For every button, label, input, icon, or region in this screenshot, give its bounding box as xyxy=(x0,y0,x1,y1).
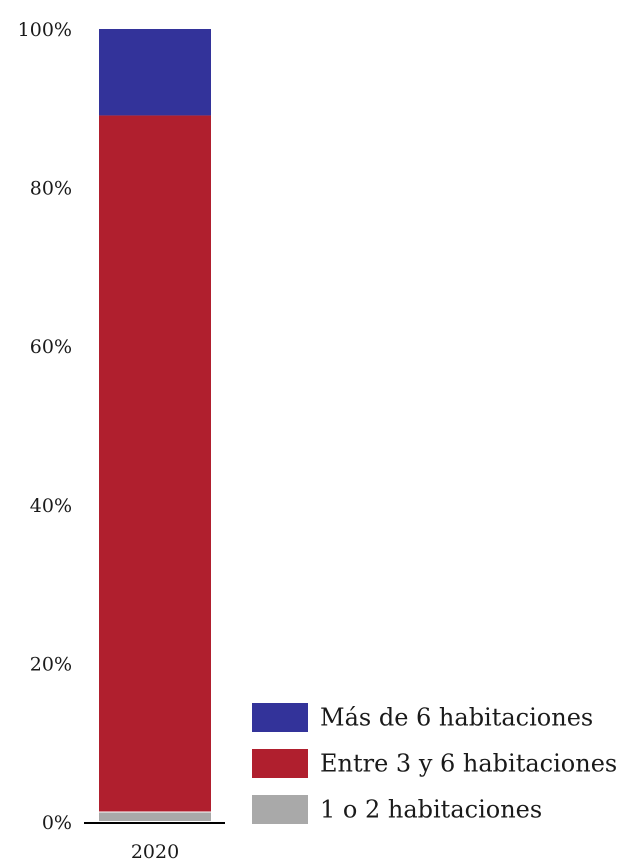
y-tick-label: 80% xyxy=(30,178,72,200)
legend: Más de 6 habitaciones Entre 3 y 6 habitac… xyxy=(252,703,617,824)
legend-label: 1 o 2 habitaciones xyxy=(320,796,542,824)
bar-segment xyxy=(99,115,211,812)
legend-label: Más de 6 habitaciones xyxy=(320,704,593,732)
legend-label: Entre 3 y 6 habitaciones xyxy=(320,750,617,778)
x-axis-labels: 2020 xyxy=(131,841,179,860)
x-tick-label: 2020 xyxy=(131,841,179,860)
bars xyxy=(99,29,211,821)
y-tick-label: 40% xyxy=(30,495,72,517)
y-tick-label: 0% xyxy=(42,812,72,834)
y-tick-label: 100% xyxy=(18,19,72,41)
bar-segment xyxy=(99,29,211,116)
legend-swatch xyxy=(252,703,308,732)
y-tick-label: 60% xyxy=(30,336,72,358)
y-axis-labels: 0% 20% 40% 60% 80% 100% xyxy=(18,19,72,834)
legend-swatch xyxy=(252,749,308,778)
y-tick-label: 20% xyxy=(30,653,72,675)
bar-segment xyxy=(99,812,211,821)
legend-swatch xyxy=(252,795,308,824)
